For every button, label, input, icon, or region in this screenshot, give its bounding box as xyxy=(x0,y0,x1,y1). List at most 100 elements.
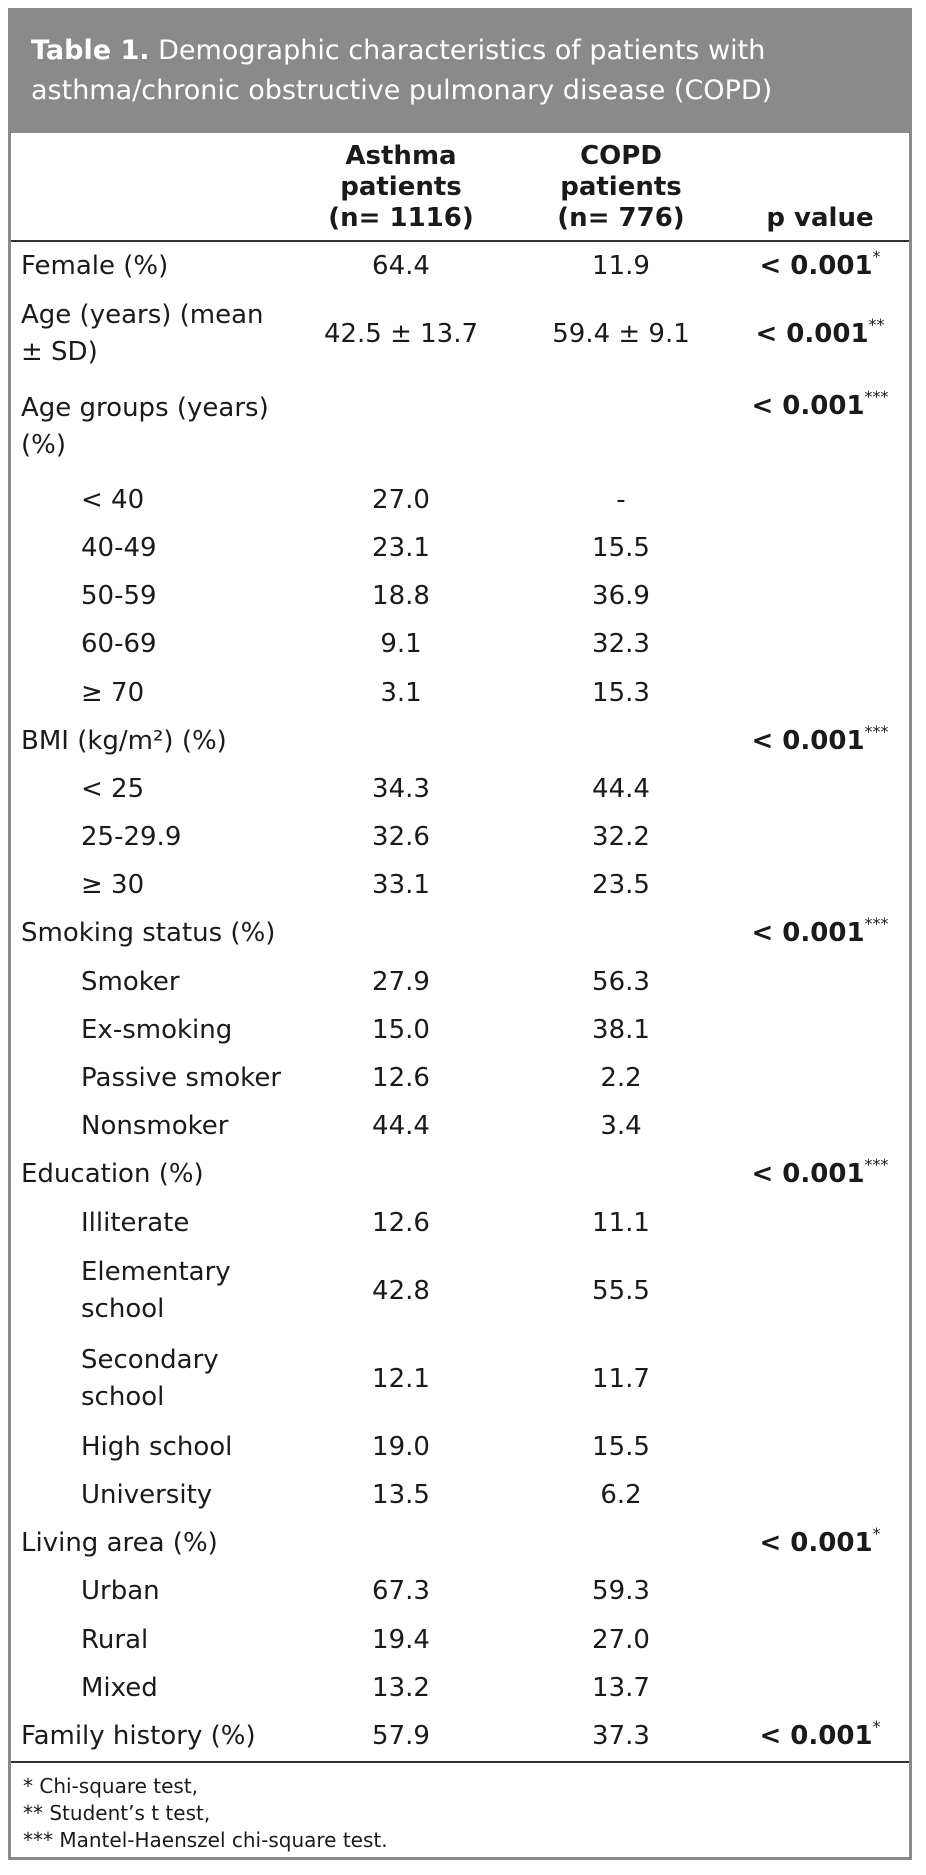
p-value-cell xyxy=(731,1054,909,1102)
table-row: 40-49 23.1 15.5 xyxy=(11,524,909,572)
row-label: Secondary school xyxy=(81,1345,219,1413)
table-row: < 40 27.0 - xyxy=(11,476,909,524)
copd-value: - xyxy=(616,484,626,515)
table-row: 50-59 18.8 36.9 xyxy=(11,573,909,621)
copd-value xyxy=(511,378,731,476)
data-table: Asthma patients (n= 1116) COPD patients (n= 7… xyxy=(11,133,909,1763)
table-row: Passive smoker 12.6 2.2 xyxy=(11,1054,909,1102)
p-value: < 0.001 xyxy=(751,1159,865,1190)
asthma-value: 12.1 xyxy=(372,1363,430,1394)
column-header-line: patients xyxy=(340,172,462,202)
asthma-value: 19.0 xyxy=(372,1431,430,1462)
asthma-value: 9.1 xyxy=(380,629,422,660)
p-value: < 0.001 xyxy=(759,250,873,281)
copd-value xyxy=(511,1520,731,1568)
title-label: Table 1. xyxy=(31,35,150,66)
p-value: < 0.001 xyxy=(751,391,865,422)
row-label: Age (years) (mean ± SD) xyxy=(21,300,264,368)
column-header: Asthma patients (n= 1116) xyxy=(291,133,511,241)
table-row: Education (%) < 0.001*** xyxy=(11,1151,909,1199)
table-row: BMI (kg/m²) (%) < 0.001*** xyxy=(11,717,909,765)
p-value-marker: *** xyxy=(864,721,889,741)
row-label: Smoking status (%) xyxy=(21,918,276,949)
row-label: Age groups (years) (%) xyxy=(21,393,269,461)
p-value-cell xyxy=(731,958,909,1006)
table-row: 60-69 9.1 32.3 xyxy=(11,621,909,669)
row-label: ≥ 70 xyxy=(81,677,145,708)
table-row: Living area (%) < 0.001* xyxy=(11,1520,909,1568)
asthma-value: 3.1 xyxy=(380,677,422,708)
copd-value: 11.9 xyxy=(592,250,650,281)
asthma-value: 33.1 xyxy=(372,870,430,901)
p-value-cell xyxy=(731,669,909,717)
table-row: Family history (%) 57.9 37.3 < 0.001* xyxy=(11,1712,909,1762)
row-label: Female (%) xyxy=(21,250,169,281)
p-value-marker: ** xyxy=(868,314,885,334)
asthma-value: 42.5 ± 13.7 xyxy=(323,318,479,349)
title-text: Demographic characteristics of patients … xyxy=(31,35,773,106)
header-empty xyxy=(11,133,291,241)
p-value-cell xyxy=(731,1006,909,1054)
asthma-value: 12.6 xyxy=(372,1063,430,1094)
asthma-value: 44.4 xyxy=(372,1111,430,1142)
table-row: Secondary school 12.1 11.7 xyxy=(11,1335,909,1423)
footnote: *** Mantel-Haenszel chi-square test. xyxy=(23,1827,388,1852)
p-value-cell xyxy=(731,1247,909,1335)
copd-value: 15.3 xyxy=(592,677,650,708)
row-label: Mixed xyxy=(81,1672,158,1703)
p-value-cell xyxy=(731,862,909,910)
copd-value: 13.7 xyxy=(592,1672,650,1703)
p-value-cell xyxy=(731,1335,909,1423)
table-row: Ex-smoking 15.0 38.1 xyxy=(11,1006,909,1054)
p-value-cell xyxy=(731,1471,909,1519)
header-row: Asthma patients (n= 1116) COPD patients (n= 7… xyxy=(11,133,909,241)
table-frame: Table 1. Demographic characteristics of … xyxy=(8,8,912,1860)
copd-value: 23.5 xyxy=(592,870,650,901)
row-label: Passive smoker xyxy=(81,1063,282,1094)
row-label: High school xyxy=(81,1431,233,1462)
table-row: Smoking status (%) < 0.001*** xyxy=(11,910,909,958)
row-label: 50-59 xyxy=(81,581,157,612)
table-row: Age groups (years) (%) < 0.001*** xyxy=(11,378,909,476)
column-header: p value xyxy=(731,133,909,241)
row-label: Living area (%) xyxy=(21,1528,218,1559)
table-body: Female (%) 64.4 11.9 < 0.001* Age (years) (m… xyxy=(11,241,909,1762)
asthma-value: 13.5 xyxy=(372,1479,430,1510)
p-value-cell xyxy=(731,573,909,621)
copd-value: 11.1 xyxy=(592,1207,650,1238)
asthma-value: 12.6 xyxy=(372,1207,430,1238)
p-value-cell: < 0.001* xyxy=(731,1712,909,1761)
p-value-cell: < 0.001* xyxy=(731,241,909,290)
table-row: High school 19.0 15.5 xyxy=(11,1423,909,1471)
table-row: Female (%) 64.4 11.9 < 0.001* xyxy=(11,241,909,290)
table-row: Urban 67.3 59.3 xyxy=(11,1568,909,1616)
p-value-marker: * xyxy=(872,1716,881,1736)
footnotes: * Chi-square test, ** Student’s t test, **… xyxy=(11,1763,909,1854)
asthma-value: 27.0 xyxy=(372,484,430,515)
row-label: 60-69 xyxy=(81,629,157,660)
table-row: Rural 19.4 27.0 xyxy=(11,1616,909,1664)
p-value: < 0.001 xyxy=(755,318,869,349)
p-value-marker: *** xyxy=(864,914,889,934)
copd-value: 32.2 xyxy=(592,822,650,853)
asthma-value: 13.2 xyxy=(372,1672,430,1703)
asthma-value xyxy=(291,378,511,476)
table-row: University 13.5 6.2 xyxy=(11,1471,909,1519)
table-row: 25-29.9 32.6 32.2 xyxy=(11,814,909,862)
p-value-cell: < 0.001* xyxy=(731,1520,909,1568)
p-value-cell xyxy=(731,1568,909,1616)
copd-value: 36.9 xyxy=(592,581,650,612)
column-header-line: patients xyxy=(560,172,682,202)
column-header-line: Asthma xyxy=(345,141,457,171)
p-value-cell: < 0.001*** xyxy=(731,717,909,765)
p-value-cell xyxy=(731,1616,909,1664)
copd-value: 27.0 xyxy=(592,1624,650,1655)
copd-value: 3.4 xyxy=(600,1111,642,1142)
column-header-line: p value xyxy=(766,203,874,233)
row-label: Elementary school xyxy=(81,1257,231,1325)
column-header-line: COPD xyxy=(580,141,662,171)
copd-value: 6.2 xyxy=(600,1479,642,1510)
row-label: Illiterate xyxy=(81,1207,190,1238)
row-label: Urban xyxy=(81,1576,160,1607)
p-value-cell xyxy=(731,765,909,813)
